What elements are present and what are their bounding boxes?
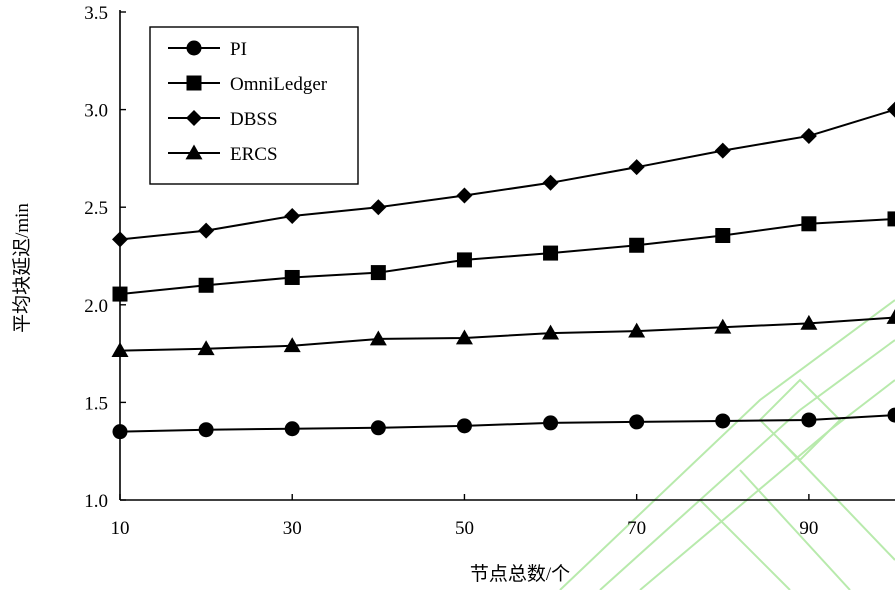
series-line: [119, 217, 895, 296]
data-point: [112, 286, 128, 302]
data-point: [284, 207, 301, 224]
data-point: [887, 407, 895, 423]
legend-item: ERCS: [168, 144, 278, 165]
legend-item: OmniLedger: [168, 74, 328, 95]
data-point: [714, 318, 732, 334]
y-axis-label: 平均块延迟/min: [11, 203, 33, 333]
data-point: [112, 231, 128, 248]
data-point: [543, 415, 559, 431]
data-point: [886, 308, 895, 324]
series-layer: [111, 101, 895, 440]
data-point: [370, 420, 386, 436]
y-tick-label: 3.5: [84, 3, 108, 24]
data-point: [198, 222, 215, 239]
legend-label: DBSS: [230, 109, 278, 130]
data-point: [629, 237, 645, 253]
legend-marker: [186, 75, 202, 91]
data-point: [887, 211, 895, 227]
legend-item: DBSS: [168, 109, 278, 130]
data-point: [715, 228, 731, 244]
y-tick-label: 1.0: [84, 491, 108, 512]
axes: 1.0 1.5 2.0 2.5 3.0 3.5 10 30 50 70 90: [84, 3, 895, 539]
data-point: [370, 265, 386, 281]
series-ercs: [111, 308, 895, 358]
y-tick-label: 2.0: [84, 296, 108, 317]
x-tick-label: 90: [799, 518, 818, 539]
legend-marker: [186, 110, 202, 126]
legend-marker: [186, 40, 202, 56]
legend-marker: [185, 144, 203, 160]
data-point: [456, 252, 472, 268]
data-point: [542, 324, 560, 340]
data-point: [369, 330, 387, 346]
legend-box: [149, 26, 359, 185]
data-point: [714, 142, 731, 159]
data-point: [198, 422, 214, 438]
data-point: [111, 342, 129, 358]
watermark-graphic: [559, 299, 895, 590]
y-tick-label: 3.0: [84, 101, 108, 122]
data-point: [801, 412, 817, 428]
x-axis-label: 节点总数/个: [470, 563, 570, 585]
legend-item: PI: [168, 39, 247, 60]
data-point: [543, 245, 559, 261]
data-point: [800, 314, 818, 330]
data-point: [801, 216, 817, 232]
legend: PI OmniLedger DBSS ERCS: [149, 26, 359, 185]
series-omniledger: [112, 211, 895, 302]
series-line: [119, 414, 895, 433]
data-point: [284, 421, 300, 437]
data-point: [456, 418, 472, 434]
series-pi: [112, 407, 895, 440]
series-dbss: [112, 101, 895, 248]
data-point: [455, 329, 473, 345]
data-point: [370, 199, 387, 216]
legend-label: PI: [230, 39, 247, 60]
data-point: [283, 337, 301, 353]
data-point: [629, 414, 645, 430]
legend-label: OmniLedger: [230, 74, 328, 95]
data-point: [628, 159, 645, 176]
data-point: [628, 322, 646, 338]
data-point: [112, 424, 128, 440]
x-tick-label: 30: [283, 518, 302, 539]
data-point: [284, 269, 300, 285]
legend-label: ERCS: [230, 144, 278, 165]
y-tick-label: 2.5: [84, 198, 108, 219]
data-point: [715, 413, 731, 429]
data-point: [197, 340, 215, 356]
data-point: [198, 277, 214, 293]
data-point: [456, 187, 473, 204]
data-point: [800, 127, 817, 144]
series-line: [119, 108, 895, 241]
x-tick-label: 10: [111, 518, 130, 539]
x-tick-label: 50: [455, 518, 474, 539]
data-point: [887, 101, 895, 118]
y-tick-label: 1.5: [84, 393, 108, 414]
x-tick-label: 70: [627, 518, 646, 539]
series-line: [119, 316, 895, 352]
data-point: [542, 174, 559, 191]
